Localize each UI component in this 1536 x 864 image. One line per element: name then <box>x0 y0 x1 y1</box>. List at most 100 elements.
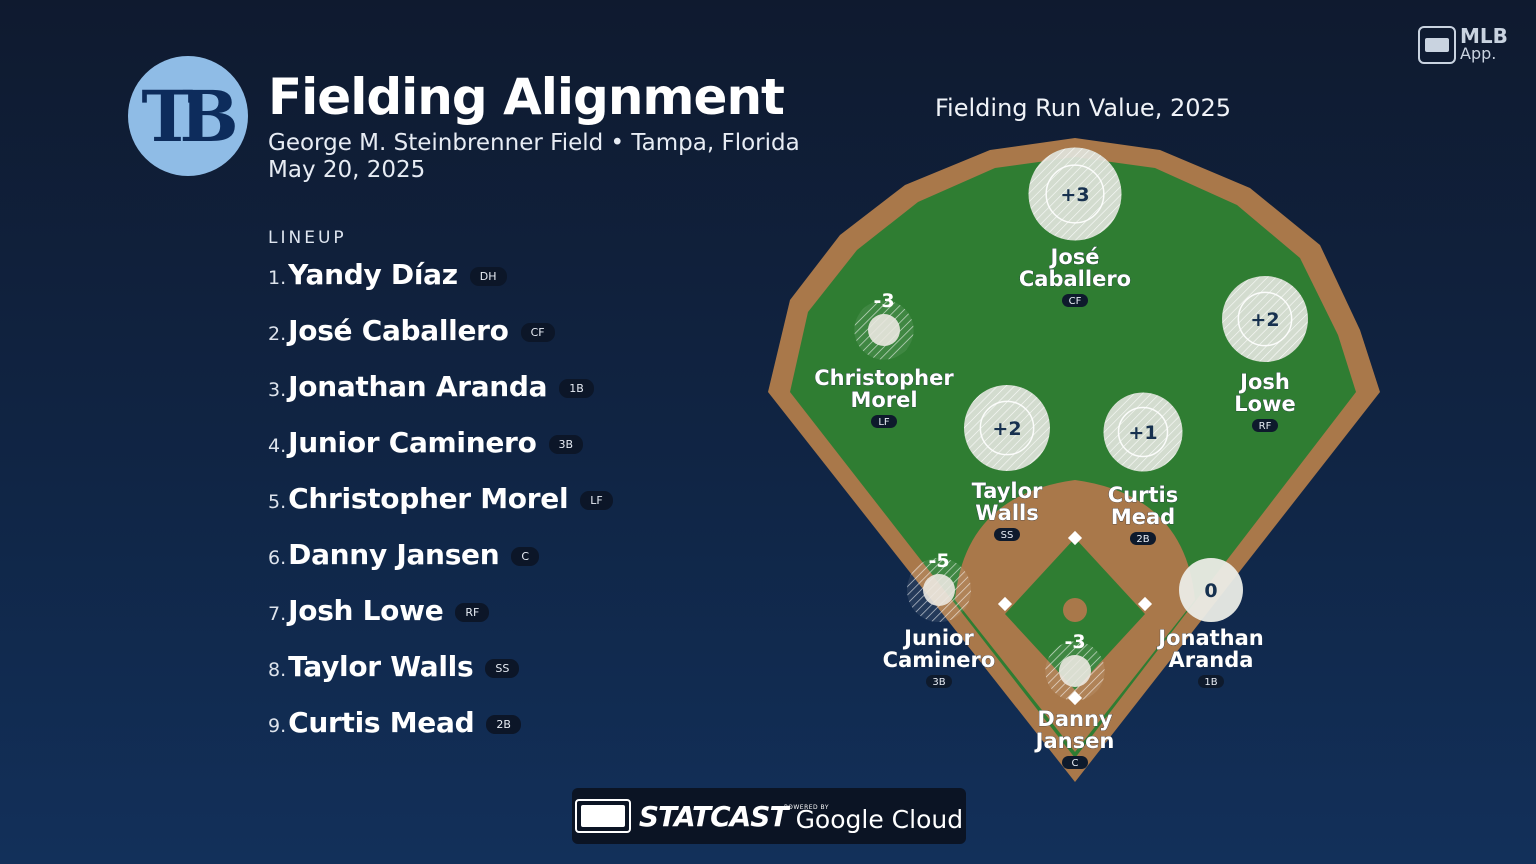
fielder-first-name: Josh <box>1238 370 1290 394</box>
mlb-app-logo: MLB App. <box>1418 24 1518 68</box>
lineup-position-badge: 2B <box>486 715 521 734</box>
lineup-position-badge: CF <box>520 323 555 342</box>
fielder-first-name: Junior <box>902 626 974 650</box>
fielder-position-text: C <box>1072 758 1079 769</box>
lineup-position-badge: C <box>511 547 540 566</box>
mlb-logo-icon <box>574 799 631 833</box>
fielder-position-text: SS <box>1001 530 1014 541</box>
pitcher-mound <box>1063 598 1087 622</box>
lineup-position-badge: DH <box>469 267 507 286</box>
frv-dot <box>1059 655 1091 687</box>
lineup-number: 2. <box>268 323 287 345</box>
mlb-app-icon <box>1418 26 1456 64</box>
frv-value: +1 <box>1128 422 1157 444</box>
outfield-grass <box>790 157 1356 758</box>
lineup-number: 1. <box>268 267 287 289</box>
lineup-heading: LINEUP <box>268 228 347 248</box>
lineup-player-name: Danny Jansen <box>288 538 500 571</box>
lineup-number: 3. <box>268 379 287 401</box>
lineup-number: 6. <box>268 547 287 569</box>
frv-dot <box>923 574 955 606</box>
team-logo: TB <box>128 56 248 176</box>
fielder-position-text: 2B <box>1136 534 1149 545</box>
lineup-player-name: Yandy Díaz <box>288 258 458 291</box>
lineup-player-name: Josh Lowe <box>288 594 444 627</box>
fielder-position-badge <box>1062 756 1088 769</box>
frv-dot <box>868 314 900 346</box>
lineup-number: 7. <box>268 603 287 625</box>
lineup-row: 7. Josh Lowe RF <box>268 594 490 627</box>
lineup-row: 5. Christopher Morel LF <box>268 482 613 515</box>
frv-inner-ring <box>1237 291 1293 347</box>
fielder-last-name: Lowe <box>1234 392 1295 416</box>
fielder-last-name: Morel <box>850 388 917 412</box>
fielder-last-name: Aranda <box>1169 648 1254 672</box>
lineup-row: 4. Junior Caminero 3B <box>268 426 584 459</box>
fielder-first-name: Taylor <box>972 479 1043 503</box>
lineup-player-name: Taylor Walls <box>288 650 474 683</box>
lineup-position-badge: 1B <box>559 379 594 398</box>
date-subtitle: May 20, 2025 <box>268 157 426 183</box>
fielder-position-badge <box>1062 294 1088 307</box>
frv-value: +2 <box>992 418 1021 440</box>
lineup-number: 8. <box>268 659 287 681</box>
statcast-google-cloud-badge: STATCAST POWERED BY Google Cloud <box>572 788 966 844</box>
lineup-row: 2. José Caballero CF <box>268 314 555 347</box>
second-base <box>1067 530 1083 546</box>
frv-circle <box>1028 147 1122 241</box>
fielder-position-text: RF <box>1259 421 1272 432</box>
lineup-row: 3. Jonathan Aranda 1B <box>268 370 594 403</box>
fielder-position-badge <box>1130 532 1156 545</box>
frv-value: -5 <box>928 550 949 572</box>
frv-value: +2 <box>1250 309 1279 331</box>
lineup-row: 1. Yandy Díaz DH <box>268 258 507 291</box>
team-logo-text: TB <box>141 74 238 158</box>
frv-circle <box>964 385 1050 471</box>
fielder-position-text: CF <box>1069 296 1082 307</box>
lineup-player-name: Jonathan Aranda <box>288 370 548 403</box>
fielder-first-name: Curtis <box>1108 483 1178 507</box>
lineup-number: 5. <box>268 491 287 513</box>
first-base <box>1137 596 1153 612</box>
venue-subtitle: George M. Steinbrenner Field • Tampa, Fl… <box>268 130 800 156</box>
fielder-position-text: LF <box>878 417 890 428</box>
frv-inner-ring <box>979 400 1035 456</box>
lineup-player-name: Junior Caminero <box>288 426 537 459</box>
mlb-app-line1: MLB <box>1460 24 1508 48</box>
frv-value: +3 <box>1060 184 1089 206</box>
lineup-player-name: José Caballero <box>288 314 509 347</box>
fielder-position-badge <box>926 675 952 688</box>
lineup-position-badge: LF <box>580 491 613 510</box>
frv-value: -3 <box>1064 631 1085 653</box>
mlb-app-line2: App. <box>1460 44 1497 63</box>
lineup-number: 9. <box>268 715 287 737</box>
fielder-position-text: 3B <box>932 677 945 688</box>
fielder-position-badge <box>871 415 897 428</box>
fielder-position-text: 1B <box>1204 677 1217 688</box>
lineup-player-name: Christopher Morel <box>288 482 569 515</box>
fielder-position-badge <box>1198 675 1224 688</box>
lineup-row: 8. Taylor Walls SS <box>268 650 520 683</box>
lineup-position-badge: 3B <box>548 435 584 454</box>
fielder-last-name: Jansen <box>1034 729 1115 753</box>
lineup-position-badge: SS <box>485 659 520 678</box>
frv-circle <box>1103 392 1183 472</box>
fielder-first-name: José <box>1049 245 1100 269</box>
fielder-last-name: Mead <box>1111 505 1175 529</box>
lineup-position-badge: RF <box>455 603 490 622</box>
lineup-row: 9. Curtis Mead 2B <box>268 706 521 739</box>
fielder-last-name: Caballero <box>1019 267 1131 291</box>
field-title: Fielding Run Value, 2025 <box>935 94 1232 122</box>
fielder-first-name: Jonathan <box>1156 626 1263 650</box>
fielder-last-name: Walls <box>975 501 1038 525</box>
google-cloud-wordmark: Google Cloud <box>795 804 964 834</box>
fielder-last-name: Caminero <box>883 648 996 672</box>
powered-by-text: POWERED BY <box>784 804 830 811</box>
